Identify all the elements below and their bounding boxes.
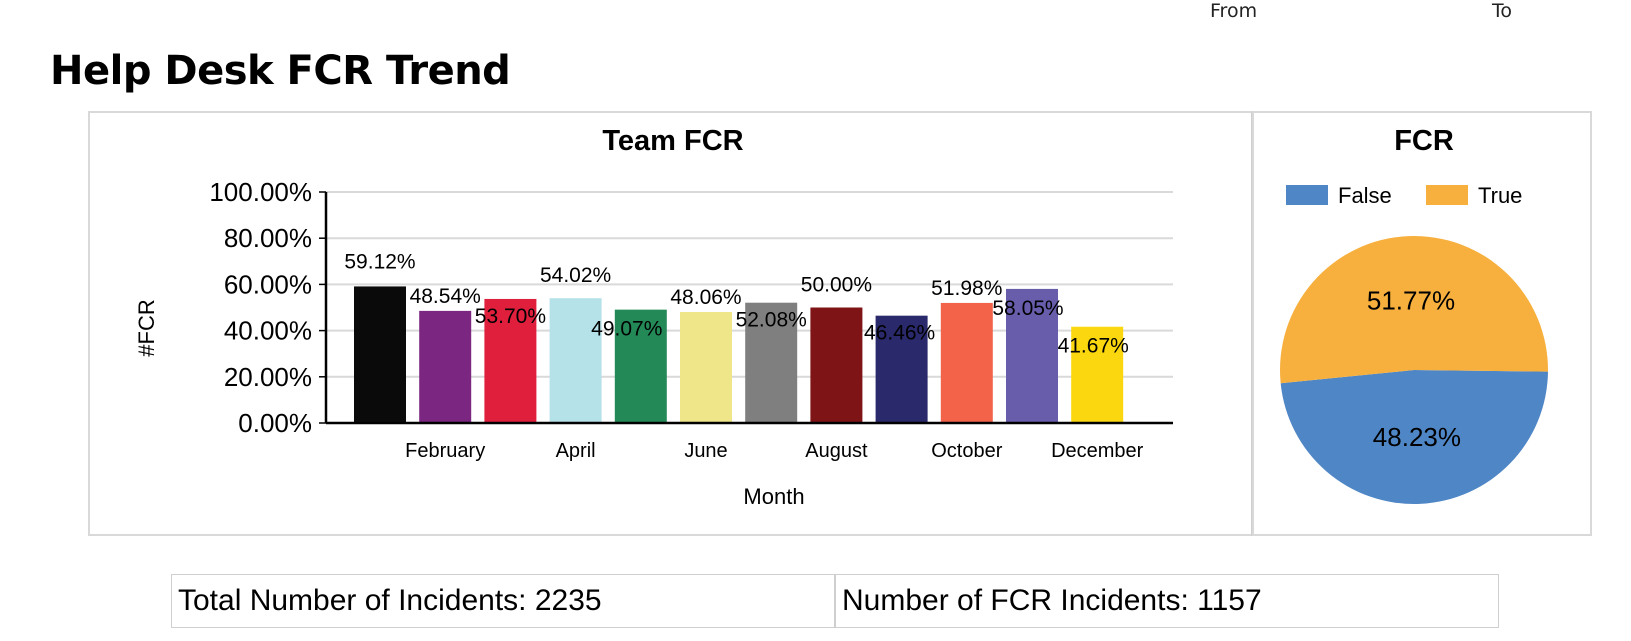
bar-february [419, 310, 472, 423]
fcr-pie-chart: FCR False True 48.23% 51.77% [1280, 125, 1548, 504]
pie-legend: False True [1286, 183, 1522, 208]
pie-chart-title: FCR [1394, 125, 1454, 157]
legend-label-true: True [1478, 183, 1522, 208]
y-tick-label: 100.00% [209, 177, 312, 207]
bar-december [1071, 326, 1124, 423]
x-tick-label: August [805, 440, 868, 462]
y-axis-label: #FCR [134, 299, 159, 356]
bar-data-label: 53.70% [475, 305, 546, 328]
pie-data-label-false: 48.23% [1373, 422, 1461, 452]
legend-swatch-false [1286, 185, 1328, 205]
pie-slices [1280, 235, 1548, 504]
axes [324, 192, 1173, 425]
bar-june [680, 311, 732, 423]
bar-november [1006, 288, 1058, 423]
bar-august [810, 307, 863, 423]
bar-july [745, 302, 798, 423]
bar-october [940, 302, 993, 423]
bars [354, 286, 1124, 423]
y-tick-label: 40.00% [224, 316, 312, 346]
bar-data-labels: 59.12% 48.54%53.70% 54.02% 49.07% 48.06%52.0… [344, 250, 1128, 357]
legend-label-false: False [1338, 183, 1392, 208]
x-tick-label: April [556, 440, 596, 462]
team-fcr-bar-chart: Team FCR #FCR Month 0.00% 20.00% 40.00% 60.… [134, 125, 1173, 509]
pie-slice-false [1280, 370, 1548, 504]
bar-may [614, 309, 667, 423]
y-tick-label: 20.00% [224, 362, 312, 392]
bar-data-label: 52.08% [736, 309, 807, 332]
total-incidents-cell: Total Number of Incidents: 2235 [178, 584, 602, 617]
bar-data-label: 48.06% [670, 286, 741, 309]
x-tick-label: February [405, 440, 485, 462]
legend-swatch-true [1426, 185, 1468, 205]
x-tick-label: December [1051, 440, 1144, 462]
page-title: Help Desk FCR Trend [50, 48, 511, 94]
y-tick-labels: 0.00% 20.00% 40.00% 60.00% 80.00% 100.00% [209, 177, 312, 438]
pie-slice-true [1280, 235, 1548, 384]
bar-data-label: 50.00% [801, 274, 872, 297]
bar-chart-title: Team FCR [602, 125, 743, 157]
fcr-incidents-cell: Number of FCR Incidents: 1157 [834, 575, 1498, 627]
y-tick-label: 60.00% [224, 269, 312, 299]
x-tick-label: October [931, 440, 1002, 462]
bar-september [875, 315, 928, 423]
bar-data-label: 58.05% [992, 297, 1063, 320]
to-filter-label: To [1492, 0, 1513, 22]
bar-march [484, 298, 537, 423]
bar-data-label: 51.98% [931, 277, 1002, 300]
bar-april [549, 298, 602, 423]
from-filter-label: From [1210, 0, 1258, 22]
bar-data-label: 54.02% [540, 264, 611, 287]
bar-january [354, 286, 406, 423]
x-tick-label: June [684, 440, 727, 462]
pie-data-labels: 48.23% 51.77% [1367, 285, 1461, 452]
bar-data-label: 48.54% [410, 285, 481, 308]
bar-data-label: 41.67% [1058, 335, 1129, 358]
y-tick-label: 80.00% [224, 223, 312, 253]
team-fcr-panel: Team FCR #FCR Month 0.00% 20.00% 40.00% 60.… [88, 111, 1254, 536]
x-axis-label: Month [743, 484, 804, 509]
fcr-pie-panel: FCR False True 48.23% 51.77% [1252, 111, 1592, 536]
incident-stats-table: Total Number of Incidents: 2235 Number o… [171, 574, 1499, 628]
bar-data-label: 46.46% [864, 322, 935, 345]
x-tick-labels: February April June August October December [405, 440, 1143, 462]
bar-data-label: 49.07% [591, 318, 662, 341]
y-tick-label: 0.00% [238, 408, 312, 438]
pie-data-label-true: 51.77% [1367, 285, 1455, 315]
bar-data-label: 59.12% [344, 250, 415, 273]
